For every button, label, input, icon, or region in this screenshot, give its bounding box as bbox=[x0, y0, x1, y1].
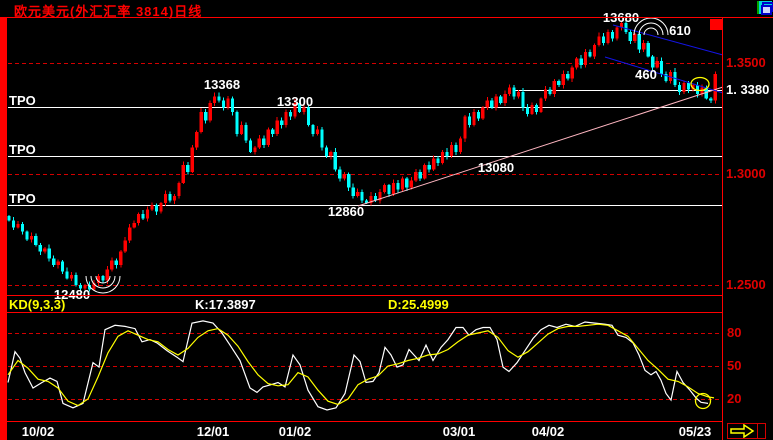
date-axis-label: 04/02 bbox=[532, 424, 565, 439]
yellow-highlights bbox=[690, 76, 712, 410]
price-annotation: 12860 bbox=[328, 204, 364, 219]
date-axis-label: 05/23 bbox=[679, 424, 712, 439]
dashed-gridlines bbox=[8, 63, 722, 400]
tpo-label: TPO bbox=[9, 142, 36, 157]
kd-axis-label: 80 bbox=[727, 325, 741, 340]
tpo-label: TPO bbox=[9, 191, 36, 206]
right-arrow-icon bbox=[730, 423, 755, 439]
price-axis-label: 1.3500 bbox=[726, 55, 766, 70]
kd-axis-labels: 80 50 20 bbox=[727, 325, 741, 406]
trendlines bbox=[357, 24, 724, 207]
top-right-red-marker bbox=[710, 19, 722, 30]
kd-indicator bbox=[7, 320, 715, 411]
date-axis-label: 12/01 bbox=[197, 424, 230, 439]
date-axis-label: 10/02 bbox=[22, 424, 55, 439]
price-annotation: 13300 bbox=[277, 94, 313, 109]
kd-highlight-circle bbox=[694, 392, 712, 410]
title-bar: 欧元美元(外汇汇率 3814)日线 bbox=[0, 0, 773, 19]
price-annotation: 460 bbox=[635, 67, 657, 82]
price-annotation: 610 bbox=[669, 23, 691, 38]
kd-indicator-label: KD(9,3,3) bbox=[9, 297, 66, 312]
scroll-button-divider bbox=[757, 424, 758, 438]
left-red-border bbox=[0, 17, 7, 440]
date-axis-labels: 10/02 12/01 01/02 03/01 04/02 05/23 bbox=[22, 424, 712, 439]
scroll-right-button[interactable] bbox=[727, 423, 766, 439]
k-line bbox=[7, 320, 709, 411]
date-axis-label: 03/01 bbox=[443, 424, 476, 439]
kd-axis-label: 50 bbox=[727, 358, 741, 373]
candlestick-series bbox=[7, 20, 717, 292]
restore-window-icon-front-square bbox=[761, 5, 772, 15]
kd-d-value: D:25.4999 bbox=[388, 297, 449, 312]
tpo-label: TPO bbox=[9, 93, 36, 108]
date-axis-label: 01/02 bbox=[279, 424, 312, 439]
price-axis-labels: 1.3500 1. 3380 1.3000 1.2500 bbox=[726, 55, 769, 292]
tpo-labels: TPO TPO TPO bbox=[9, 93, 36, 206]
d-line bbox=[7, 323, 715, 407]
kd-k-value: K:17.3897 bbox=[195, 297, 256, 312]
price-annotation: 12480 bbox=[54, 287, 90, 302]
kd-axis-label: 20 bbox=[727, 391, 741, 406]
white-level-lines bbox=[8, 90, 722, 206]
price-annotation: 13080 bbox=[478, 160, 514, 175]
window-frame bbox=[0, 17, 773, 440]
window-title: 欧元美元(外汇汇率 3814)日线 bbox=[14, 4, 203, 19]
price-axis-label: 1. 3380 bbox=[726, 82, 769, 97]
price-axis-label: 1.2500 bbox=[726, 277, 766, 292]
price-axis-label: 1.3000 bbox=[726, 166, 766, 181]
restore-window-icon[interactable] bbox=[757, 1, 773, 15]
price-annotation: 13368 bbox=[204, 77, 240, 92]
price-highlight-ellipse bbox=[690, 76, 710, 92]
